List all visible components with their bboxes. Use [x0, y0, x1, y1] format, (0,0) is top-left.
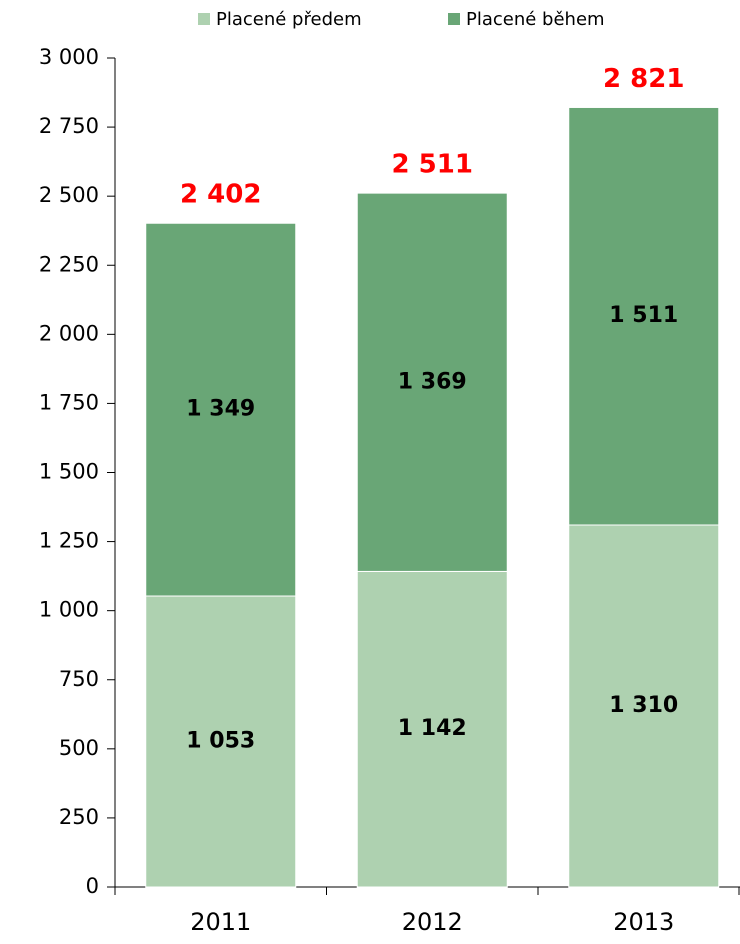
bar-segment — [356, 570, 508, 888]
total-label: 2 511 — [392, 150, 473, 180]
value-label: 1 349 — [186, 397, 255, 422]
legend-label: Placené během — [466, 9, 605, 30]
value-label: 1 142 — [398, 716, 467, 741]
y-tick-label: 2 750 — [39, 114, 99, 138]
y-tick-label: 1 000 — [39, 598, 99, 622]
y-tick-label: 2 500 — [39, 183, 99, 207]
y-tick-label: 3 000 — [39, 45, 99, 69]
value-label: 1 310 — [609, 693, 678, 718]
y-tick-label: 750 — [59, 667, 99, 691]
y-tick-label: 250 — [59, 805, 99, 829]
y-tick-label: 1 750 — [39, 390, 99, 414]
x-tick-label: 2011 — [190, 908, 251, 936]
value-label: 1 369 — [398, 369, 467, 394]
legend-swatch — [198, 13, 210, 25]
bar-segment — [568, 106, 720, 526]
x-tick-label: 2012 — [402, 908, 463, 936]
legend-label: Placené předem — [216, 9, 362, 30]
bar-segment — [356, 192, 508, 572]
y-tick-label: 1 250 — [39, 529, 99, 553]
value-label: 1 053 — [186, 729, 255, 754]
value-label: 1 511 — [609, 303, 678, 328]
bar-segment — [568, 524, 720, 888]
total-label: 2 402 — [180, 180, 261, 210]
x-tick-label: 2013 — [613, 908, 674, 936]
y-tick-label: 1 500 — [39, 460, 99, 484]
y-tick-label: 500 — [59, 736, 99, 760]
bar-segment — [145, 222, 297, 597]
y-tick-label: 2 000 — [39, 321, 99, 345]
legend-swatch — [448, 13, 460, 25]
y-tick-label: 2 250 — [39, 252, 99, 276]
total-label: 2 821 — [603, 64, 684, 94]
y-tick-label: 0 — [86, 874, 99, 898]
